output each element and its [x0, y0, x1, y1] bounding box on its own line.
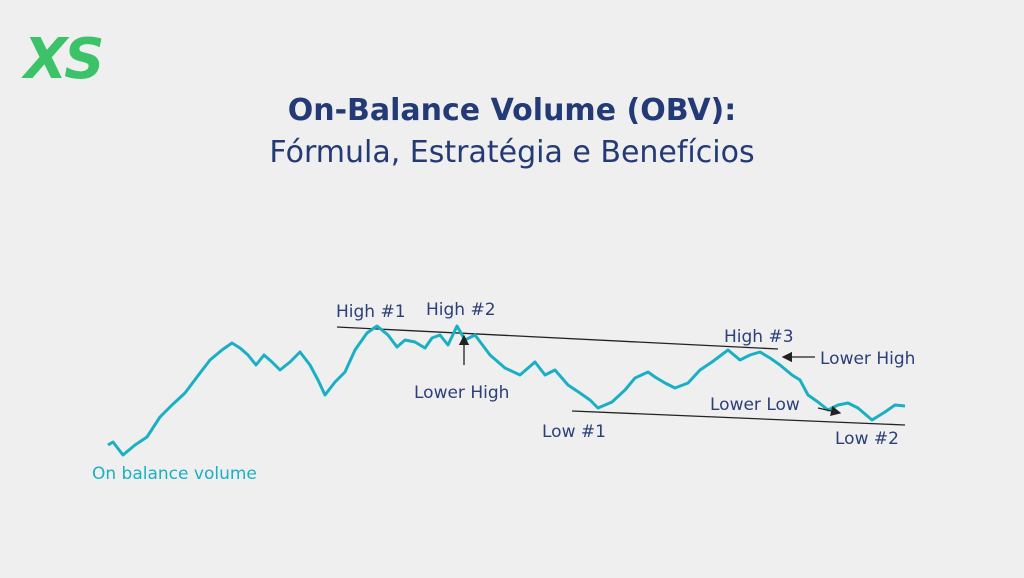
logo: XS — [21, 27, 102, 92]
annotation: Lower High — [414, 383, 509, 403]
annotation: Lower Low — [710, 395, 800, 415]
annotation: Low #1 — [542, 422, 606, 442]
title: On-Balance Volume (OBV): — [288, 93, 737, 128]
resistance-line — [336, 326, 779, 350]
annotation: High #1 — [336, 302, 406, 322]
annotation: Low #2 — [835, 429, 899, 449]
subtitle: Fórmula, Estratégia e Benefícios — [269, 135, 754, 170]
arrow — [817, 405, 842, 417]
support-line — [571, 410, 906, 426]
annotation: High #2 — [426, 300, 496, 320]
obv-line — [107, 324, 906, 457]
annotation: High #3 — [724, 327, 794, 347]
annotation: Lower High — [820, 349, 915, 369]
series-label: On balance volume — [92, 464, 257, 484]
